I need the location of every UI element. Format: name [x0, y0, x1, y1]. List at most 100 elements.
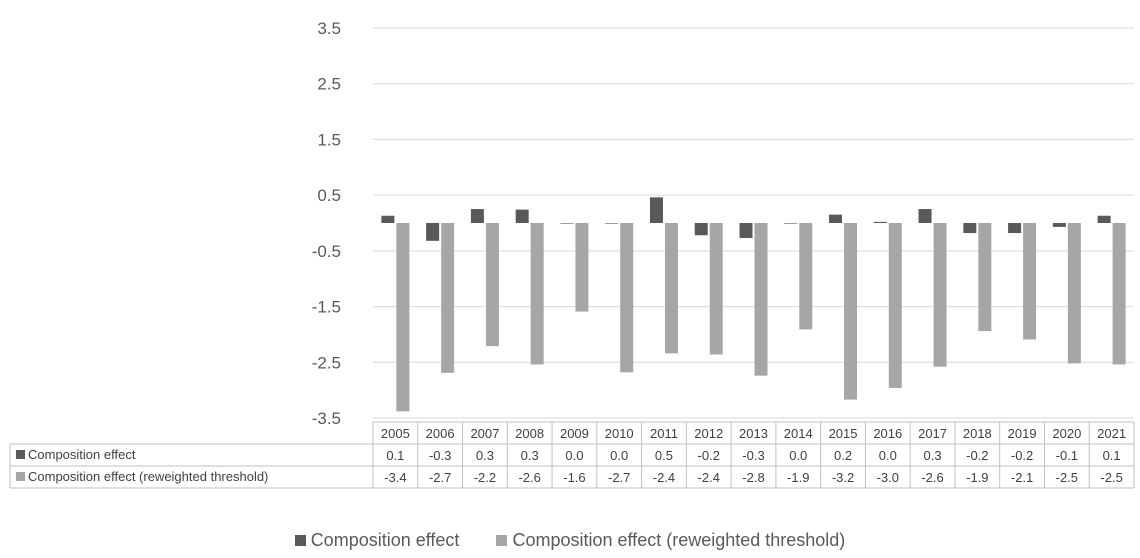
bar-composition-effect-reweighted: [1023, 223, 1037, 340]
data-label-composition-effect: -0.2: [1011, 448, 1033, 463]
bar-composition-effect: [963, 223, 977, 234]
y-tick-label: -1.5: [312, 298, 341, 317]
bar-composition-effect: [649, 197, 663, 223]
x-tick-label: 2012: [694, 426, 723, 441]
table-row-header-composition-effect-reweighted: Composition effect (reweighted threshold…: [28, 469, 268, 484]
bar-composition-effect-reweighted: [485, 223, 499, 347]
data-label-composition-effect-reweighted: -2.6: [921, 470, 943, 485]
data-label-composition-effect-reweighted: -1.9: [787, 470, 809, 485]
legend-item-composition-effect: Composition effect: [294, 530, 460, 551]
data-label-composition-effect: -0.3: [429, 448, 451, 463]
x-tick-label: 2007: [470, 426, 499, 441]
bar-composition-effect: [784, 223, 798, 224]
data-table: 2005 2006 2007 2008 2009 2010 2011 2012 2013 2014…: [9, 421, 1135, 489]
bar-composition-effect-reweighted: [799, 223, 813, 330]
bar-composition-effect-reweighted: [396, 223, 410, 412]
gridlines: [373, 27, 1134, 419]
table-legend-key: [16, 472, 25, 481]
bar-composition-effect: [918, 209, 932, 223]
data-label-composition-effect: 0.1: [386, 448, 404, 463]
legend-swatch-composition-effect: [294, 535, 306, 546]
bar-composition-effect: [1097, 215, 1111, 223]
bar-composition-effect: [470, 209, 484, 223]
bar-composition-effect: [381, 215, 395, 223]
y-tick-label: 1.5: [317, 130, 341, 149]
x-tick-label: 2009: [560, 426, 589, 441]
y-tick-label: -3.5: [312, 409, 341, 428]
x-tick-label: 2019: [1008, 426, 1037, 441]
data-label-composition-effect: 0.5: [655, 448, 673, 463]
table-row-header-composition-effect: Composition effect: [28, 447, 136, 462]
y-tick-label: 0.5: [317, 186, 341, 205]
bar-composition-effect-reweighted: [530, 223, 544, 365]
data-label-composition-effect-reweighted: -2.4: [698, 470, 720, 485]
x-tick-label: 2006: [426, 426, 455, 441]
data-label-composition-effect: 0.0: [565, 448, 583, 463]
data-label-composition-effect: 0.0: [879, 448, 897, 463]
bar-composition-effect: [515, 209, 529, 223]
data-label-composition-effect-reweighted: -1.6: [563, 470, 585, 485]
bar-composition-effect: [739, 223, 753, 239]
data-label-composition-effect-reweighted: -2.4: [653, 470, 675, 485]
x-tick-label: 2011: [650, 426, 678, 441]
data-label-composition-effect-reweighted: -2.1: [1011, 470, 1033, 485]
x-tick-label: 2013: [739, 426, 768, 441]
legend: Composition effect Composition effect (r…: [0, 530, 1140, 551]
bar-composition-effect-reweighted: [933, 223, 947, 367]
bar-composition-effect: [605, 223, 619, 224]
legend-swatch-composition-effect-reweighted: [496, 535, 508, 546]
x-tick-label: 2016: [873, 426, 902, 441]
bar-composition-effect-reweighted: [888, 223, 902, 388]
bar-composition-effect-reweighted: [978, 223, 992, 332]
x-tick-label: 2010: [605, 426, 634, 441]
data-label-composition-effect: -0.3: [742, 448, 764, 463]
data-label-composition-effect-reweighted: -1.9: [966, 470, 988, 485]
bar-composition-effect-reweighted: [1112, 223, 1126, 365]
data-label-composition-effect: -0.1: [1056, 448, 1078, 463]
bar-composition-effect: [829, 214, 843, 223]
data-label-composition-effect-reweighted: -2.7: [429, 470, 451, 485]
data-label-composition-effect-reweighted: -2.5: [1056, 470, 1078, 485]
data-label-composition-effect-reweighted: -3.0: [877, 470, 899, 485]
legend-item-composition-effect-reweighted: Composition effect (reweighted threshold…: [496, 530, 845, 551]
bar-composition-effect-reweighted: [844, 223, 858, 400]
data-label-composition-effect: 0.1: [1103, 448, 1121, 463]
legend-label-composition-effect-reweighted: Composition effect (reweighted threshold…: [512, 530, 846, 550]
x-tick-label: 2005: [381, 426, 410, 441]
bar-composition-effect-reweighted: [1067, 223, 1081, 364]
bar-composition-effect: [1052, 223, 1066, 227]
y-tick-label: -2.5: [312, 353, 341, 372]
x-tick-label: 2015: [829, 426, 858, 441]
y-tick-label: 3.5: [317, 19, 341, 38]
bar-composition-effect: [560, 223, 574, 224]
bar-composition-effect-reweighted: [620, 223, 634, 373]
bars: [381, 197, 1126, 412]
y-tick-label: 2.5: [317, 75, 341, 94]
data-label-composition-effect: 0.3: [476, 448, 494, 463]
bar-composition-effect-reweighted: [709, 223, 723, 355]
x-tick-label: 2020: [1052, 426, 1081, 441]
y-axis-tick-labels: 3.5 2.5 1.5 0.5 -0.5 -1.5 -2.5 -3.5: [312, 19, 341, 428]
bar-composition-effect: [1008, 223, 1022, 234]
data-label-composition-effect-reweighted: -3.2: [832, 470, 854, 485]
table-legend-key: [16, 450, 25, 459]
bar-composition-effect-reweighted: [441, 223, 455, 373]
x-tick-label: 2017: [918, 426, 947, 441]
data-label-composition-effect-reweighted: -2.6: [518, 470, 540, 485]
data-label-composition-effect: -0.2: [966, 448, 988, 463]
x-tick-label: 2014: [784, 426, 813, 441]
data-label-composition-effect-reweighted: -2.7: [608, 470, 630, 485]
bar-composition-effect: [873, 221, 887, 223]
bar-composition-effect-reweighted: [754, 223, 768, 376]
data-label-composition-effect-reweighted: -3.4: [384, 470, 406, 485]
legend-label-composition-effect: Composition effect: [310, 530, 460, 550]
x-tick-label: 2021: [1097, 426, 1126, 441]
x-tick-label: 2018: [963, 426, 992, 441]
data-label-composition-effect: -0.2: [698, 448, 720, 463]
data-label-composition-effect: 0.0: [789, 448, 807, 463]
bar-composition-effect: [426, 223, 440, 241]
bar-composition-effect-reweighted: [575, 223, 589, 312]
data-label-composition-effect: 0.3: [924, 448, 942, 463]
bar-composition-effect-reweighted: [664, 223, 678, 354]
